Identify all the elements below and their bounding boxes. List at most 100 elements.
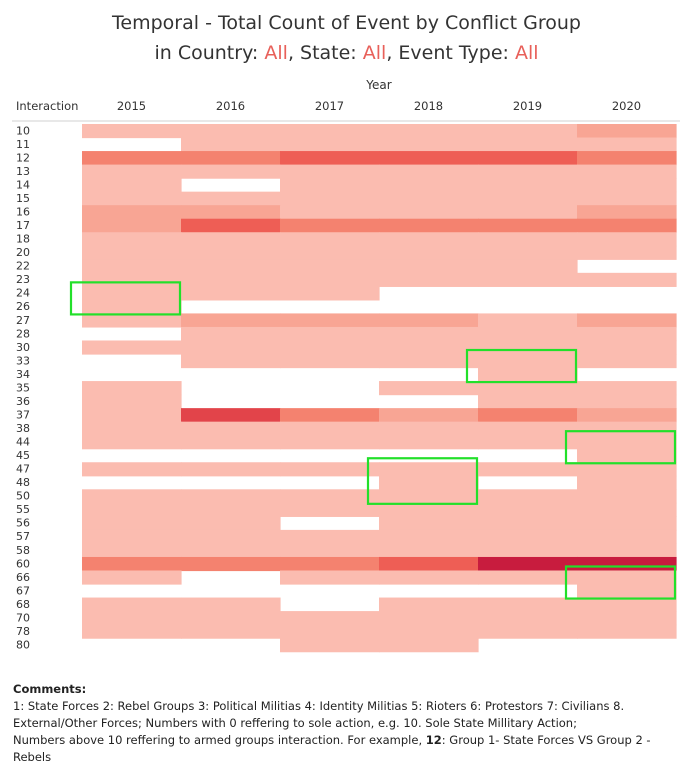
heatmap-cell — [577, 462, 677, 477]
heatmap-cell — [82, 151, 182, 166]
heatmap-cell — [478, 394, 578, 409]
y-tick-label: 80 — [16, 638, 30, 651]
state-filter-value[interactable]: All — [362, 42, 387, 64]
heatmap-cell — [181, 313, 281, 328]
heatmap-cell — [478, 205, 578, 220]
heatmap-cell — [280, 421, 380, 436]
heatmap-cell — [280, 124, 380, 139]
heatmap-cell — [577, 232, 677, 247]
heatmap-cell — [478, 408, 578, 423]
heatmap-cell — [379, 570, 479, 585]
comments-section: Comments: 1: State Forces 2: Rebel Group… — [13, 681, 688, 766]
heatmap-cell — [379, 381, 479, 396]
heatmap-cell — [280, 543, 380, 558]
heatmap-cell — [181, 502, 281, 517]
x-tick-label: 2020 — [612, 99, 641, 113]
country-filter-value[interactable]: All — [264, 42, 288, 64]
heatmap-cell — [82, 381, 182, 396]
heatmap-cell — [181, 151, 281, 166]
y-tick-label: 47 — [16, 463, 30, 476]
heatmap-cell — [478, 556, 578, 572]
comments-title: Comments: — [13, 682, 87, 696]
heatmap-cell — [280, 151, 380, 166]
heatmap-cell — [181, 489, 281, 504]
heatmap-cell — [181, 191, 281, 206]
y-tick-label: 58 — [16, 544, 30, 557]
heatmap-cell — [379, 313, 479, 328]
y-tick-label: 66 — [16, 571, 30, 584]
highlight-box — [465, 348, 578, 384]
heatmap-cell — [478, 462, 578, 477]
heatmap-cell — [181, 164, 281, 179]
heatmap-cell — [280, 340, 380, 355]
heatmap-cell — [379, 421, 479, 436]
heatmap-cell — [82, 232, 182, 247]
y-tick-label: 24 — [16, 287, 30, 300]
heatmap-cell — [280, 205, 380, 220]
heatmap-cell — [82, 313, 182, 328]
y-tick-label: 28 — [16, 327, 30, 340]
heatmap-cell — [82, 543, 182, 558]
heatmap-cell — [577, 191, 677, 206]
heatmap-cell — [577, 421, 677, 436]
heatmap-cell — [577, 178, 677, 193]
heatmap-cell — [478, 435, 578, 450]
heatmap-cell — [478, 516, 578, 531]
heatmap-cell — [181, 611, 281, 626]
heatmap-cell — [478, 381, 578, 396]
event-type-filter-value[interactable]: All — [514, 42, 539, 64]
heatmap-cell — [478, 178, 578, 193]
heatmap-cell — [577, 326, 677, 342]
y-tick-label: 11 — [16, 138, 30, 151]
heatmap-cell — [181, 124, 281, 139]
heatmap-cell — [379, 178, 479, 193]
heatmap-cell — [280, 354, 380, 369]
heatmap-cell — [280, 272, 380, 287]
heatmap-cell — [82, 259, 182, 274]
heatmap-cell — [82, 421, 182, 436]
heatmap-cell — [577, 489, 677, 504]
heatmap-cell — [478, 624, 578, 639]
heatmap-cell — [379, 340, 479, 355]
heatmap-cell — [478, 597, 578, 612]
heatmap-cell — [379, 489, 479, 504]
heatmap-cell — [280, 286, 380, 301]
heatmap-cell — [577, 245, 677, 260]
heatmap-cell — [577, 611, 677, 626]
heatmap-cell — [379, 529, 479, 545]
y-tick-label: 38 — [16, 422, 30, 435]
y-tick-label: 12 — [16, 151, 30, 164]
y-tick-label: 23 — [16, 273, 30, 286]
y-tick-label: 56 — [16, 517, 30, 530]
heatmap-cell — [478, 367, 578, 382]
heatmap-cell — [379, 462, 479, 477]
y-tick-label: 60 — [16, 557, 30, 570]
heatmap-cell — [379, 543, 479, 558]
y-tick-label: 78 — [16, 625, 30, 638]
heatmap-cell — [181, 272, 281, 287]
heatmap-cell — [82, 299, 182, 315]
heatmap-cell — [280, 218, 380, 233]
heatmap-cell — [577, 516, 677, 531]
heatmap-cell — [181, 624, 281, 639]
heatmap-cell — [82, 489, 182, 504]
heatmap-cell — [379, 597, 479, 612]
y-tick-label: 70 — [16, 611, 30, 624]
heatmap-cell — [82, 272, 182, 287]
heatmap-cell — [379, 259, 479, 274]
heatmap-cell — [379, 502, 479, 517]
highlight-box — [564, 565, 677, 600]
heatmap-cell — [478, 151, 578, 166]
comments-line-1: 1: State Forces 2: Rebel Groups 3: Polit… — [13, 699, 625, 713]
heatmap-cell — [280, 489, 380, 504]
heatmap-cell — [379, 354, 479, 369]
heatmap-cell — [577, 597, 677, 612]
heatmap-cell — [82, 502, 182, 517]
heatmap-cell — [577, 584, 677, 599]
heatmap-cell — [280, 408, 380, 423]
heatmap-cell — [181, 516, 281, 531]
heatmap-cell — [181, 462, 281, 477]
y-tick-label: 27 — [16, 314, 30, 327]
heatmap-cell — [181, 354, 281, 369]
heatmap-cell — [379, 408, 479, 423]
